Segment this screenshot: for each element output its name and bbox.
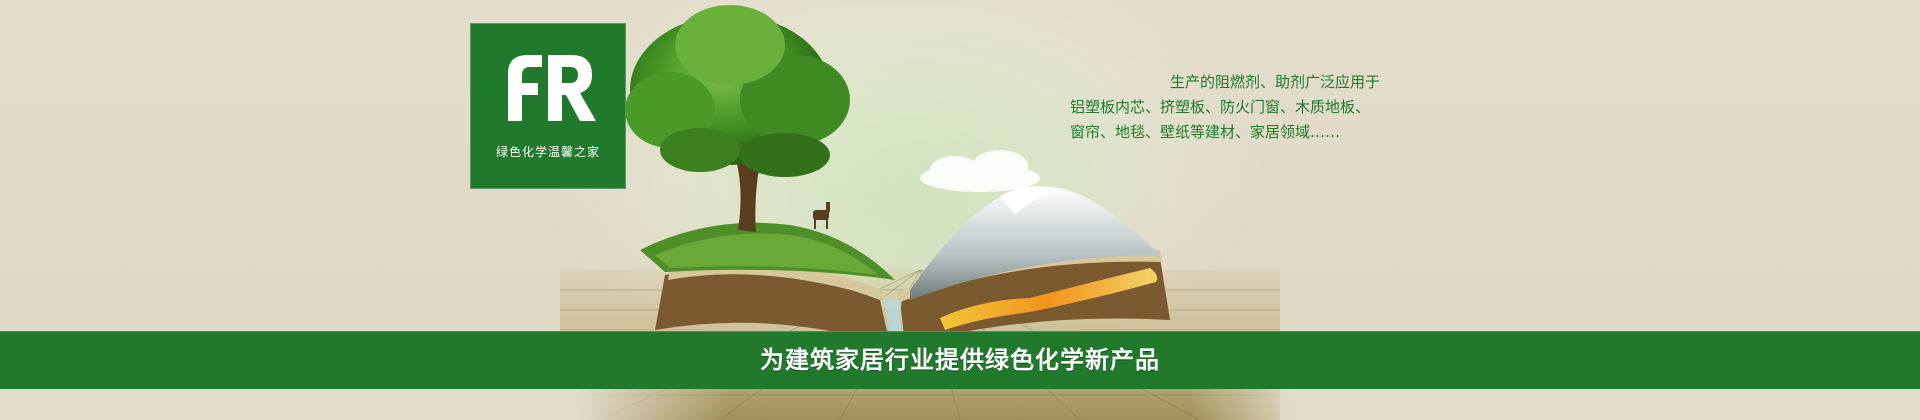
cloud bbox=[920, 150, 1040, 192]
deer bbox=[813, 202, 830, 229]
description-line-1: 生产的阻燃剂、助剂广泛应用于 bbox=[1170, 73, 1381, 91]
headline-text: 为建筑家居行业提供绿色化学新产品 bbox=[760, 346, 1160, 374]
description-line-3: 窗帘、地毯、壁纸等建材、家居领域…… bbox=[1070, 123, 1341, 141]
logo-slogan: 绿色化学温馨之家 bbox=[495, 145, 600, 159]
headline-band: 为建筑家居行业提供绿色化学新产品 bbox=[0, 331, 1920, 389]
floor-fade bbox=[0, 389, 1920, 420]
fr-logo-mark-icon bbox=[508, 55, 596, 121]
tree-canopy bbox=[625, 5, 850, 177]
description-line-2: 铝塑板内芯、挤塑板、防火门窗、木质地板、 bbox=[1070, 98, 1371, 116]
product-description: 生产的阻燃剂、助剂广泛应用于 铝塑板内芯、挤塑板、防火门窗、木质地板、 窗帘、地… bbox=[1070, 70, 1490, 145]
company-logo[interactable]: 绿色化学温馨之家 bbox=[470, 23, 626, 189]
